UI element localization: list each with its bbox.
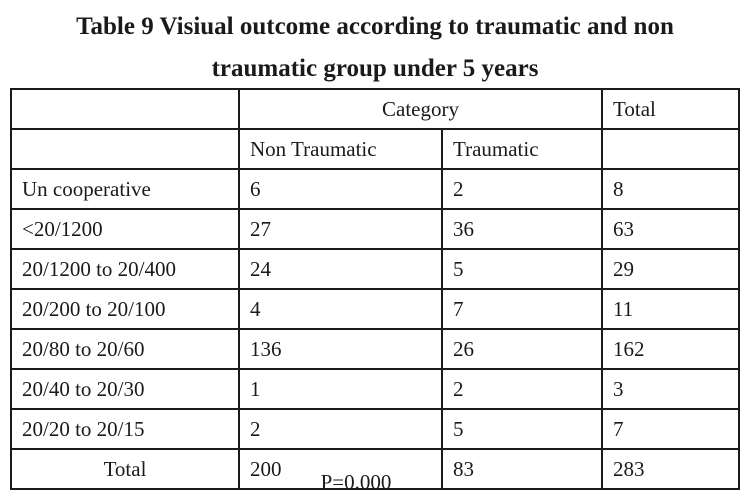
total-value: 162 [601,328,740,370]
row-label: 20/200 to 20/100 [10,288,240,330]
header-empty-cell [10,88,240,130]
header-category: Category [238,88,603,130]
header-row-2: Non Traumatic Traumatic [10,128,740,170]
row-label: Un cooperative [10,168,240,210]
row-label: 20/80 to 20/60 [10,328,240,370]
row-label: 20/1200 to 20/400 [10,248,240,290]
traumatic-value: 7 [441,288,603,330]
total-value: 8 [601,168,740,210]
p-value-footnote: P=0.000 [320,470,392,494]
non-traumatic-value: 4 [238,288,443,330]
table-row: 20/200 to 20/100 4 7 11 [10,288,740,330]
traumatic-value: 5 [441,248,603,290]
header-empty-cell [10,128,240,170]
table-row: <20/1200 27 36 63 [10,208,740,250]
total-value: 29 [601,248,740,290]
non-traumatic-value: 136 [238,328,443,370]
table-row: 20/1200 to 20/400 24 5 29 [10,248,740,290]
table-row: 20/80 to 20/60 136 26 162 [10,328,740,370]
traumatic-value: 5 [441,408,603,450]
outcome-table: Category Total Non Traumatic Traumatic U… [10,88,740,490]
header-non-traumatic: Non Traumatic [238,128,443,170]
table-row: Un cooperative 6 2 8 [10,168,740,210]
traumatic-value: 2 [441,368,603,410]
traumatic-total: 83 [441,448,603,490]
non-traumatic-total: 200 [238,448,443,490]
table-row: 20/40 to 20/30 1 2 3 [10,368,740,410]
non-traumatic-value: 2 [238,408,443,450]
table-title-line-2: traumatic group under 5 years [211,55,539,82]
total-value: 7 [601,408,740,450]
header-traumatic: Traumatic [441,128,603,170]
total-row: Total 200 83 283 [10,448,740,490]
total-row-label: Total [10,448,240,490]
grand-total: 283 [601,448,740,490]
table-title-line-1: Table 9 Visiual outcome according to tra… [76,13,674,40]
row-label: 20/20 to 20/15 [10,408,240,450]
total-value: 63 [601,208,740,250]
non-traumatic-value: 6 [238,168,443,210]
traumatic-value: 36 [441,208,603,250]
header-empty-cell [601,128,740,170]
row-label: 20/40 to 20/30 [10,368,240,410]
row-label: <20/1200 [10,208,240,250]
table-row: 20/20 to 20/15 2 5 7 [10,408,740,450]
non-traumatic-value: 24 [238,248,443,290]
total-value: 3 [601,368,740,410]
total-value: 11 [601,288,740,330]
traumatic-value: 2 [441,168,603,210]
non-traumatic-value: 1 [238,368,443,410]
non-traumatic-value: 27 [238,208,443,250]
header-row-1: Category Total [10,88,740,130]
header-total: Total [601,88,740,130]
traumatic-value: 26 [441,328,603,370]
